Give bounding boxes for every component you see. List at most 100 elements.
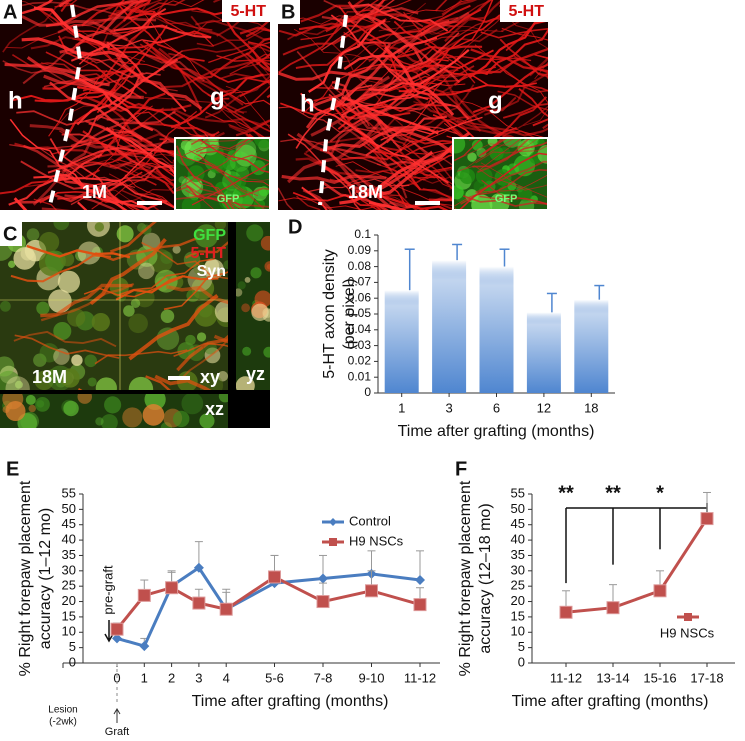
x-tick-label: 7-8 [314,670,333,685]
fiber [477,138,534,174]
y-axis-label: (per pixel) [341,278,358,349]
fiber [302,188,334,210]
fiber [360,136,449,184]
blob [128,313,148,334]
significance: * [656,482,664,504]
blob [5,376,30,390]
fiber [356,125,458,137]
y-tick-label: 0 [364,385,371,399]
fiber [214,102,270,133]
fiber [124,174,178,210]
fiber [278,70,383,81]
fiber [49,81,144,141]
fiber [56,170,127,210]
fiber [350,3,449,32]
fiber [497,90,548,111]
x-tick-label: 5-6 [265,670,284,685]
fiber [229,53,270,75]
blob [142,404,165,426]
x-tick-label: 11-12 [550,670,582,685]
fiber [54,0,78,8]
blob [489,146,504,161]
blob [453,138,466,154]
fiber [185,184,231,210]
fiber [179,337,228,381]
fiber [475,160,548,194]
blob [0,300,11,312]
blob [214,300,228,323]
blob [91,312,110,332]
fiber [12,88,116,102]
stain-bg [222,0,270,22]
fiber [364,13,461,84]
blob [33,353,47,367]
significance: ** [558,482,574,504]
blob [187,165,205,183]
fiber [189,171,244,210]
micrograph-xy [0,222,228,390]
marker [413,598,427,612]
fiber [453,174,548,207]
blob [199,373,224,390]
fiber [57,15,157,34]
fiber [154,374,212,390]
fiber [245,52,270,73]
blob [66,308,86,327]
fiber [320,0,395,51]
fiber [40,282,135,322]
fiber [173,342,228,357]
fiber [41,207,71,210]
fiber [117,2,215,47]
x-tick-label: 13-14 [596,670,629,685]
fiber [175,187,270,200]
fiber [43,72,144,89]
blob [253,138,270,149]
blob [34,370,54,390]
fiber [376,194,419,210]
blob [241,303,251,313]
x-tick-label: 17-18 [690,670,723,685]
x-axis-label: Time after grafting (months) [192,693,389,710]
micrograph-yz [236,222,270,390]
blob [181,196,201,210]
fiber [339,150,434,205]
fiber [22,42,109,85]
blob [53,348,70,365]
fiber [537,162,548,168]
arrow [104,620,114,643]
bar [574,299,609,393]
fiber [310,75,391,137]
blob [528,138,540,146]
y-tick-label: 25 [511,578,525,593]
time-label: 18M [32,367,67,387]
x-tick-label: 1 [141,670,148,685]
fiber [94,349,188,365]
blob [26,228,40,241]
fiber [239,79,270,98]
fiber [59,0,149,54]
blob [180,139,192,151]
fiber [542,172,548,175]
bar [526,312,561,393]
fiber [96,50,183,121]
x-tick-label: 2 [168,670,175,685]
fiber [523,108,548,127]
y-tick-label: 0.04 [348,322,372,336]
fiber [5,24,109,49]
y-tick-label: 55 [511,485,525,500]
legend-label: Control [349,513,391,528]
blob [123,305,135,317]
marker [110,622,124,636]
blob [84,354,97,368]
bar [432,260,467,393]
blob [95,417,104,426]
blob [63,400,79,417]
legend-marker [684,613,692,621]
region-label: g [210,83,225,110]
blob [234,144,257,167]
marker [193,562,204,573]
fiber [45,51,148,95]
inset-border [452,137,549,211]
x-tick-label: 9-10 [358,670,384,685]
y-tick-label: 35 [62,547,76,562]
